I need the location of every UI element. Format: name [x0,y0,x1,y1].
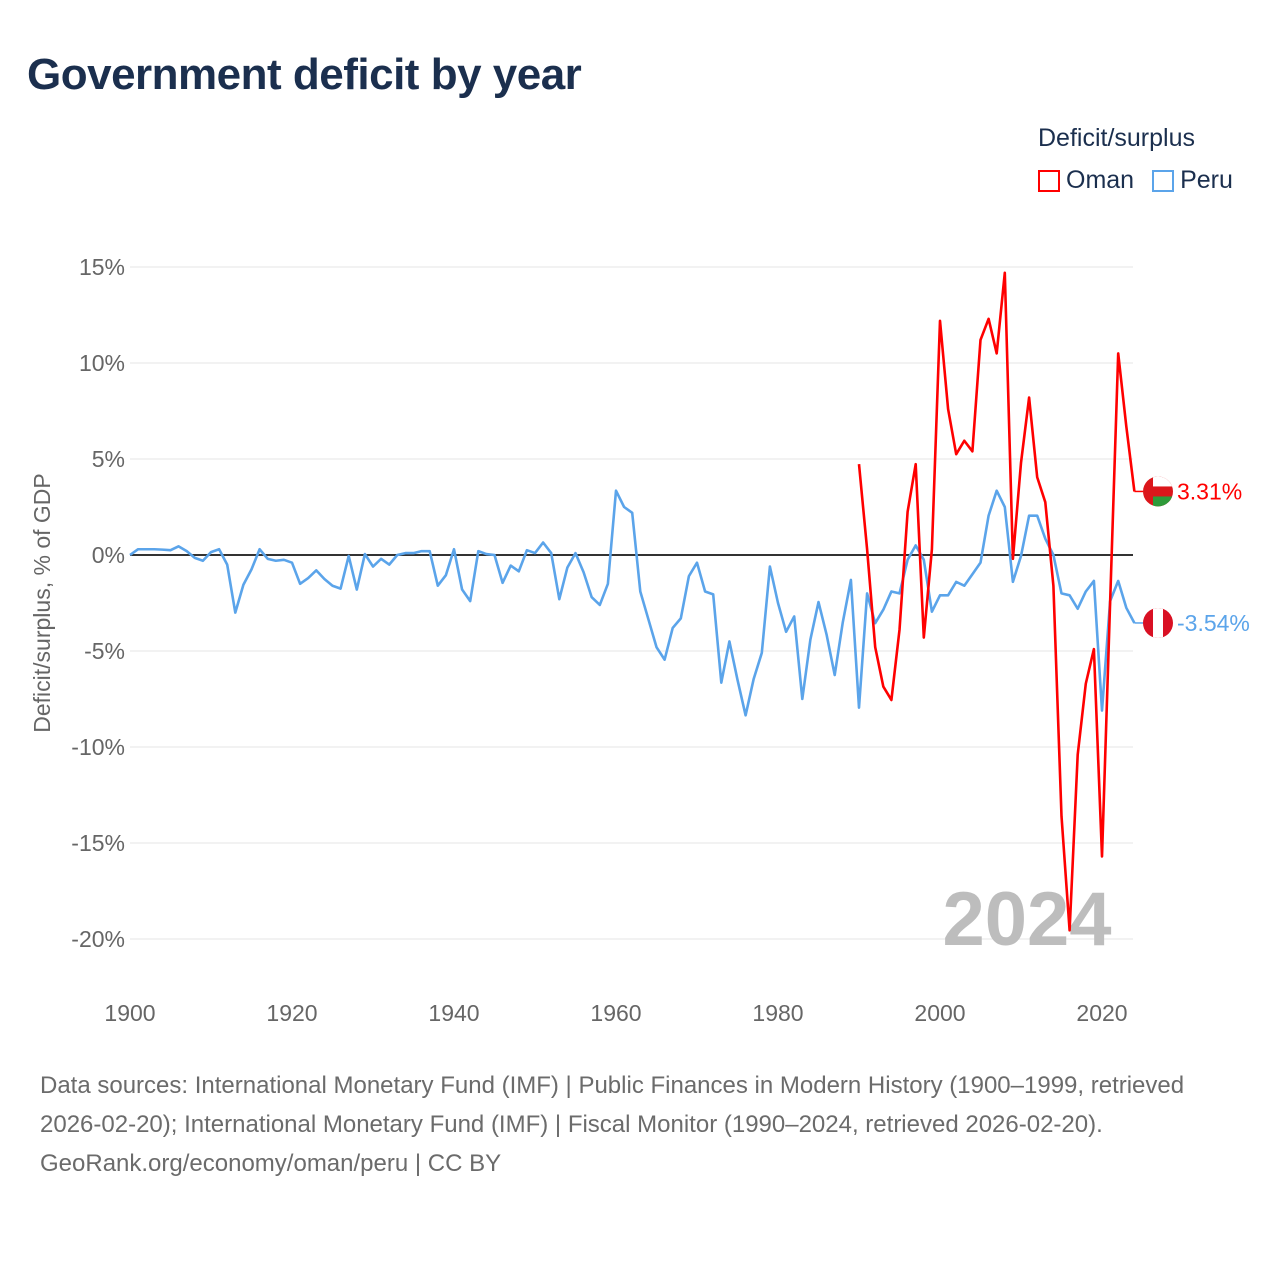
y-tick-label: 0% [92,542,125,568]
y-tick-label: 15% [79,254,125,280]
oman-flag-icon [1143,476,1173,507]
x-tick-label: 1920 [266,1000,317,1026]
peru-flag-icon [1143,607,1173,638]
x-tick-label: 1960 [590,1000,641,1026]
legend-title: Deficit/surplus [1038,124,1195,152]
x-tick-label: 2000 [914,1000,965,1026]
data-sources: Data sources: International Monetary Fun… [40,1072,1185,1138]
legend-label-peru: Peru [1180,166,1233,194]
credit-link[interactable]: GeoRank.org/economy/oman/peru | CC BY [40,1150,502,1177]
y-axis-label: Deficit/surplus, % of GDP [29,473,55,732]
legend: Oman Peru [1038,166,1233,195]
legend-swatch-oman [1038,169,1060,192]
legend-item-peru[interactable]: Peru [1152,166,1233,195]
legend-item-oman[interactable]: Oman [1038,166,1134,195]
end-label-peru: -3.54% [1177,610,1250,636]
y-tick-label: 10% [79,350,125,376]
end-label-oman: 3.31% [1177,478,1242,504]
y-tick-label: -5% [84,638,125,664]
y-tick-label: 5% [92,446,125,472]
x-tick-label: 1980 [752,1000,803,1026]
series-line-peru[interactable] [129,489,1136,717]
y-tick-label: -10% [71,734,125,760]
x-tick-label: 2020 [1076,1000,1127,1026]
chart-title: Government deficit by year [27,50,582,99]
legend-swatch-peru [1152,169,1175,192]
y-tick-label: -15% [71,830,125,856]
x-tick-label: 1940 [428,1000,479,1026]
y-tick-label: -20% [71,926,125,952]
legend-label-oman: Oman [1066,166,1135,194]
series-line-oman[interactable] [857,271,1136,932]
x-tick-label: 1900 [104,1000,155,1026]
year-watermark: 2024 [942,877,1111,962]
footer: Data sources: International Monetary Fun… [40,1066,1240,1183]
